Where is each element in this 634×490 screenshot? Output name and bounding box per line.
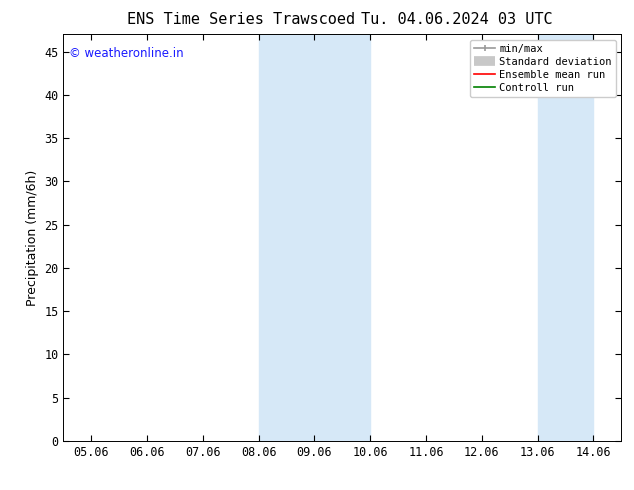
- Bar: [538, 34, 593, 441]
- Y-axis label: Precipitation (mm/6h): Precipitation (mm/6h): [26, 170, 39, 306]
- Text: Tu. 04.06.2024 03 UTC: Tu. 04.06.2024 03 UTC: [361, 12, 552, 27]
- Legend: min/max, Standard deviation, Ensemble mean run, Controll run: min/max, Standard deviation, Ensemble me…: [470, 40, 616, 97]
- Bar: [259, 34, 370, 441]
- Text: ENS Time Series Trawscoed: ENS Time Series Trawscoed: [127, 12, 355, 27]
- Text: © weatheronline.in: © weatheronline.in: [69, 47, 184, 59]
